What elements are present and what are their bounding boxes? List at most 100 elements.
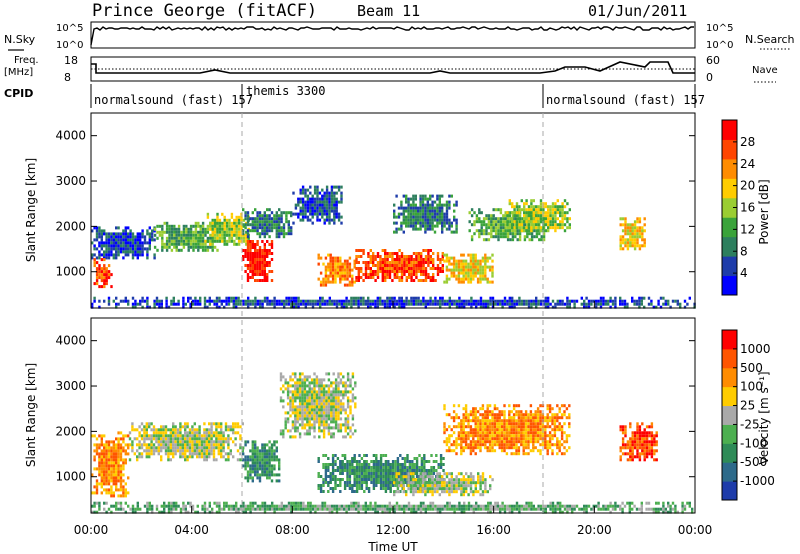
heat-cell: [298, 387, 302, 391]
heat-cell: [530, 205, 533, 209]
heat-cell: [263, 264, 266, 267]
heat-cell: [544, 305, 547, 309]
heat-cell: [306, 408, 309, 412]
heat-cell: [410, 296, 413, 300]
heat-cell: [246, 246, 250, 249]
heat-cell: [225, 296, 228, 300]
heat-cell: [409, 218, 413, 222]
heat-cell: [484, 481, 487, 485]
heat-cell: [429, 249, 432, 252]
heat-cell: [256, 214, 259, 218]
heat-cell: [474, 484, 477, 488]
heat-cell: [268, 467, 271, 471]
heat-cell: [624, 223, 627, 227]
heat-cell: [193, 434, 196, 438]
heat-cell: [100, 482, 103, 486]
heat-cell: [393, 261, 396, 264]
heat-cell: [376, 299, 379, 303]
heat-cell: [266, 273, 269, 276]
heat-cell: [346, 417, 350, 421]
heat-cell: [93, 467, 96, 471]
heat-cell: [301, 191, 305, 195]
heat-cell: [345, 305, 348, 309]
heat-cell: [383, 299, 387, 303]
heat-cell: [319, 256, 323, 260]
heat-cell: [365, 478, 368, 481]
heat-cell: [256, 470, 259, 474]
heat-cell: [268, 470, 271, 474]
heat-cell: [481, 493, 485, 497]
heat-cell: [355, 255, 358, 258]
heat-cell: [539, 211, 543, 215]
heat-cell: [172, 437, 175, 441]
heat-cell: [349, 384, 352, 388]
heat-cell: [239, 434, 242, 438]
heat-cell: [279, 387, 283, 391]
heat-cell: [455, 481, 458, 485]
heat-cell: [296, 393, 299, 397]
heat-cell: [631, 232, 634, 236]
heat-cell: [393, 490, 396, 494]
heat-cell: [263, 211, 266, 215]
heat-cell: [439, 460, 443, 463]
heat-cell: [526, 232, 529, 236]
heat-cell: [346, 460, 349, 463]
heat-cell: [363, 469, 366, 472]
heat-cell: [258, 479, 262, 483]
heat-cell: [105, 479, 108, 483]
heat-cell: [105, 247, 108, 251]
heat-cell: [136, 302, 139, 306]
heat-cell: [585, 305, 588, 309]
heat-cell: [629, 235, 632, 239]
heat-cell: [287, 299, 291, 303]
heat-cell: [442, 469, 445, 472]
heat-cell: [629, 223, 632, 227]
heat-cell: [410, 258, 413, 261]
heat-cell: [398, 299, 401, 303]
heat-cell: [400, 270, 404, 273]
heat-cell: [235, 302, 238, 306]
heat-cell: [100, 276, 104, 280]
heat-cell: [191, 431, 194, 435]
heat-cell: [400, 258, 404, 261]
heat-cell: [117, 464, 120, 468]
heat-cell: [379, 475, 383, 478]
heat-cell: [103, 452, 106, 456]
heat-cell: [448, 440, 451, 444]
heat-cell: [467, 268, 470, 272]
heat-cell: [98, 276, 101, 280]
heat-cell: [95, 282, 99, 286]
heat-cell: [433, 206, 437, 210]
heat-cell: [561, 205, 564, 209]
heat-cell: [103, 476, 106, 480]
heat-cell: [304, 212, 307, 216]
heat-cell: [325, 399, 328, 403]
heat-cell: [254, 470, 257, 474]
heat-cell: [325, 411, 328, 415]
heat-cell: [360, 276, 363, 279]
heat-cell: [143, 428, 146, 432]
heat-cell: [355, 267, 358, 270]
heat-cell: [239, 299, 243, 303]
heat-cell: [139, 235, 142, 239]
heat-cell: [209, 233, 212, 237]
heat-cell: [291, 402, 295, 406]
heat-cell: [115, 461, 118, 465]
heat-cell: [343, 481, 347, 484]
heat-cell: [426, 218, 429, 222]
heat-cell: [330, 197, 334, 201]
heat-cell: [450, 481, 453, 485]
heat-cell: [158, 233, 162, 237]
heat-cell: [527, 208, 531, 212]
heat-cell: [196, 434, 199, 438]
heat-cell: [223, 218, 226, 222]
heat-cell: [424, 478, 427, 482]
heat-cell: [400, 305, 403, 309]
heat-cell: [313, 390, 316, 394]
heat-cell: [343, 463, 347, 466]
heat-cell: [520, 208, 523, 212]
heat-cell: [423, 454, 426, 457]
heat-cell: [388, 273, 392, 276]
heat-cell: [139, 253, 142, 257]
heat-cell: [479, 277, 482, 281]
